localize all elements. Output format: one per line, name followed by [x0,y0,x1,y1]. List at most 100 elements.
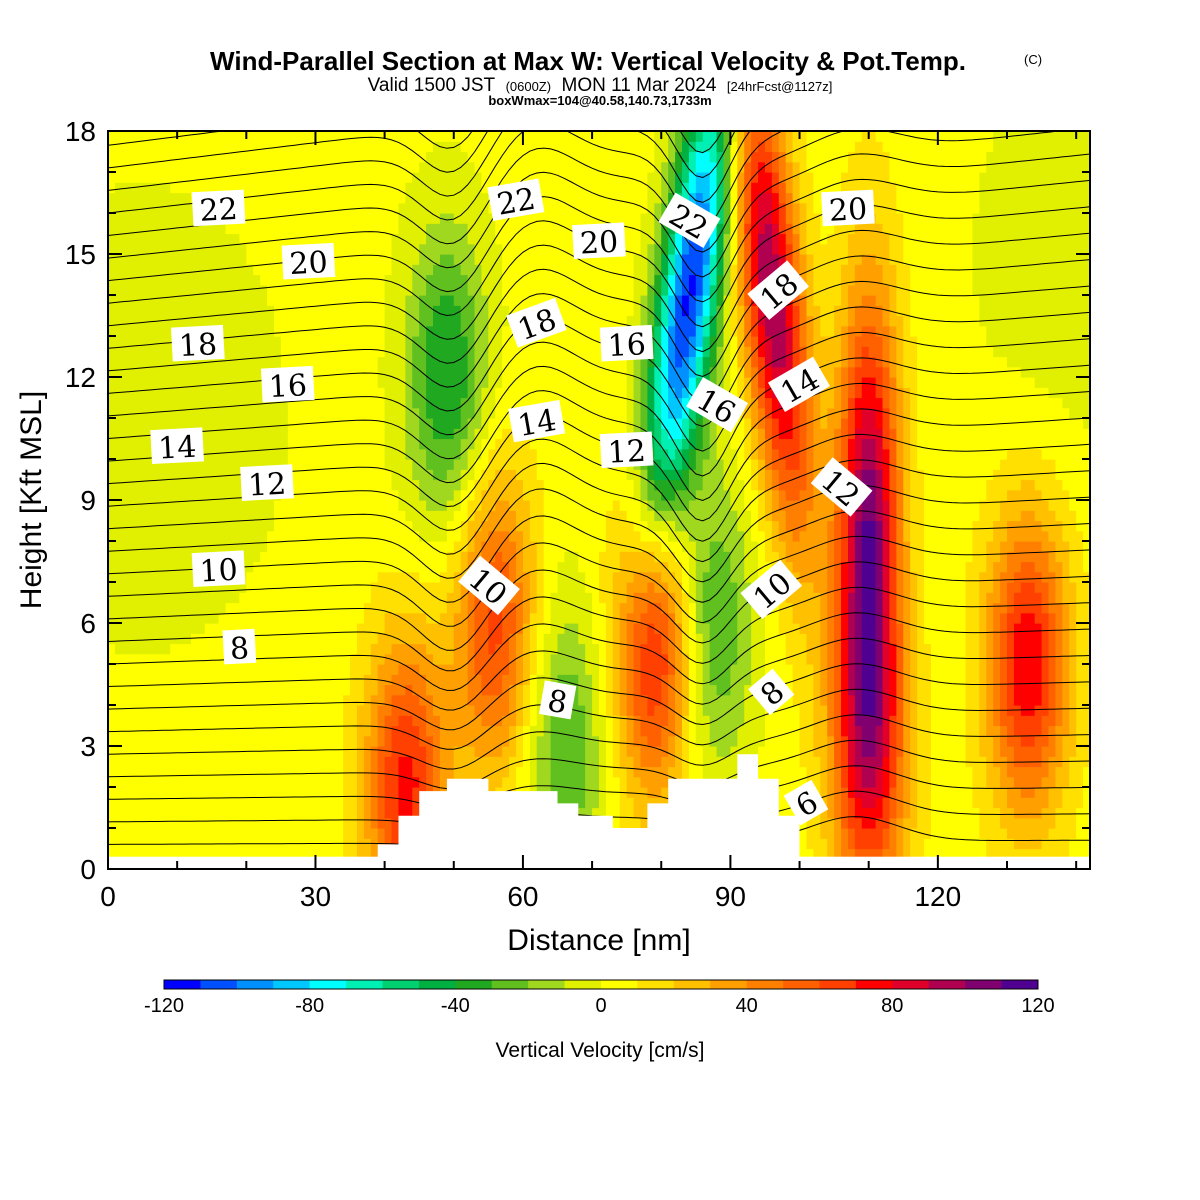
w-cell [225,366,234,378]
w-cell [329,274,337,286]
w-cell [267,623,275,634]
w-cell [495,172,503,183]
w-cell [350,366,358,378]
w-cell [391,356,400,368]
w-cell [260,592,268,604]
w-cell [211,848,220,860]
w-cell [322,192,330,204]
w-cell [239,346,247,358]
w-cell [190,715,199,727]
w-cell [419,612,427,624]
w-cell [287,315,296,327]
w-cell [135,715,144,727]
w-cell [177,223,185,235]
w-cell [446,284,455,296]
w-cell [426,172,434,183]
w-cell [114,787,123,798]
w-cell [495,715,503,727]
w-cell [391,653,400,665]
w-cell [543,541,552,552]
w-cell [370,541,379,552]
w-cell [287,735,296,747]
w-cell [536,295,545,306]
w-cell [308,705,317,716]
w-cell [571,592,579,604]
w-cell [405,530,413,542]
w-cell [149,684,158,696]
w-cell [481,202,489,214]
w-cell [426,418,434,429]
w-cell [121,633,130,645]
w-cell [405,643,413,655]
w-cell [128,510,137,522]
w-cell [322,500,330,511]
w-cell [412,182,420,194]
w-cell [433,418,441,429]
w-cell [253,684,261,696]
w-cell [474,674,483,686]
w-cell [419,674,427,686]
w-cell [370,582,379,593]
w-cell [398,377,406,388]
w-cell [426,500,434,511]
w-cell [370,848,379,860]
w-cell [287,612,296,624]
w-cell [239,438,247,450]
w-cell [516,264,524,276]
w-cell [405,766,413,778]
w-cell [509,479,517,491]
w-cell [433,705,441,716]
w-cell [121,715,130,727]
w-cell [267,213,275,224]
w-cell [516,592,524,604]
w-cell [516,254,524,265]
w-cell [384,397,393,409]
w-cell [301,336,310,347]
w-cell [232,254,240,265]
w-cell [384,643,393,655]
w-cell [571,653,579,665]
w-cell [405,284,413,296]
w-cell [412,571,420,583]
w-cell [260,418,268,429]
w-cell [163,551,171,563]
w-cell [391,664,400,675]
w-cell [543,213,552,224]
w-cell [108,735,116,747]
w-cell [509,571,517,583]
w-cell [260,551,268,563]
w-cell [433,500,441,511]
w-cell [377,551,386,563]
w-cell [329,705,337,716]
w-cell [439,243,448,255]
w-cell [197,725,206,737]
w-cell [114,571,123,583]
w-cell [356,592,365,604]
w-cell [267,233,275,245]
w-cell [156,602,164,614]
w-cell [370,705,379,716]
w-cell [197,172,206,183]
w-cell [564,643,572,655]
w-cell [142,541,151,552]
w-cell [370,797,379,809]
w-cell [204,817,213,829]
w-cell [536,284,545,296]
w-cell [384,756,393,768]
w-cell [336,705,344,716]
w-cell [426,131,434,142]
w-cell [495,735,503,747]
w-cell [211,254,220,265]
w-cell [550,336,559,347]
w-cell [405,459,413,470]
w-cell [322,705,330,716]
w-cell [322,489,330,501]
w-cell [336,264,344,276]
w-cell [377,530,386,542]
w-cell [322,459,330,470]
w-cell [516,459,524,470]
w-cell [384,243,393,255]
w-cell [543,274,552,286]
w-cell [329,315,337,327]
w-cell [419,489,427,501]
